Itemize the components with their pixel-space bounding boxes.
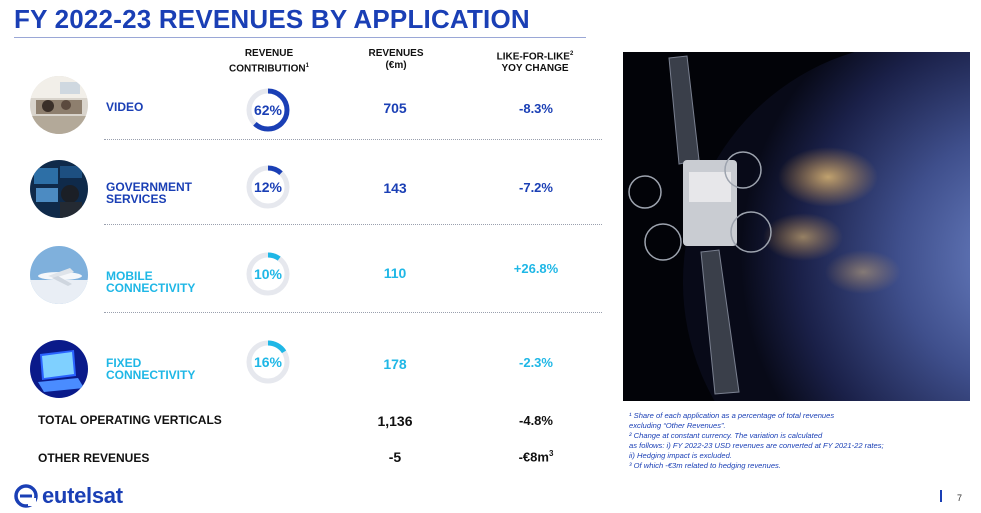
page-number: 7 (957, 493, 963, 503)
column-header-revenues-line1: REVENUES (368, 48, 424, 59)
column-header-revenues: REVENUES (€m) (346, 48, 446, 72)
fixed-revenue: 178 (383, 356, 407, 372)
column-header-lfl-line1: LIKE-FOR-LIKE2 (496, 51, 574, 63)
footnotes: ¹ Share of each application as a percent… (629, 411, 974, 471)
footnote-line: ² Change at constant currency. The varia… (629, 431, 823, 440)
column-header-revenues-unit: (€m) (385, 60, 407, 71)
other-revenue: -5 (388, 449, 402, 465)
mobile-contribution-donut: 10% (244, 250, 292, 298)
row-government-label: GOVERNMENT SERVICES (106, 180, 193, 206)
donut-arc (246, 252, 290, 296)
video-contribution-donut: 62% (244, 86, 292, 134)
government-revenue: 143 (383, 180, 407, 196)
row-fixed-label: FIXED CONNECTIVITY (106, 356, 196, 382)
page-title: FY 2022-23 REVENUES BY APPLICATION (14, 4, 530, 34)
government-contribution-value: 12% (253, 179, 283, 195)
satellite-earth-image (623, 52, 970, 401)
row-divider (104, 139, 602, 140)
government-contribution-donut: 12% (244, 163, 292, 211)
row-divider (104, 312, 602, 313)
total-yoy-change: -4.8% (519, 413, 553, 428)
footnote-line: ³ Of which -€3m related to hedging reven… (629, 461, 781, 470)
column-header-contribution-line1: REVENUE (244, 48, 294, 59)
fixed-contribution-value: 16% (253, 354, 283, 370)
row-divider (104, 224, 602, 225)
column-header-contribution: REVENUE CONTRIBUTION1 (214, 48, 324, 75)
footnote-line: excluding “Other Revenues”. (629, 421, 726, 430)
government-yoy-change: -7.2% (519, 180, 553, 195)
column-header-lfl-line2: YOY CHANGE (501, 63, 569, 75)
video-contribution-value: 62% (253, 102, 283, 118)
total-operating-verticals-label: TOTAL OPERATING VERTICALS (38, 413, 222, 427)
footnote-line: ¹ Share of each application as a percent… (629, 411, 835, 420)
row-video-label: VIDEO (106, 100, 144, 114)
donut-arc (246, 88, 290, 132)
column-header-lfl: LIKE-FOR-LIKE2 YOY CHANGE (480, 48, 590, 75)
airplane-icon (30, 246, 88, 304)
eutelsat-logo: eutelsat (14, 483, 123, 509)
title-underline (14, 37, 586, 38)
mobile-revenue: 110 (383, 265, 407, 281)
donut-arc (246, 165, 290, 209)
video-viewers-icon (30, 76, 88, 134)
mobile-yoy-change: +26.8% (513, 261, 559, 276)
fixed-contribution-donut: 16% (244, 338, 292, 386)
row-mobile-label: MOBILE CONNECTIVITY (106, 269, 196, 295)
total-revenue: 1,136 (377, 413, 413, 429)
eutelsat-wordmark: eutelsat (42, 483, 123, 508)
page-marker (940, 490, 942, 502)
government-operator-icon (30, 160, 88, 218)
donut-arc (246, 340, 290, 384)
other-yoy-change: -€8m3 (518, 449, 554, 465)
other-revenues-label: OTHER REVENUES (38, 451, 150, 465)
video-yoy-change: -8.3% (519, 101, 553, 116)
laptop-connectivity-icon (30, 340, 88, 398)
eutelsat-logo-mark (14, 484, 38, 508)
footnote-line: ii) Hedging impact is excluded. (629, 451, 732, 460)
video-revenue: 705 (383, 100, 407, 116)
footnote-line: as follows: i) FY 2022-23 USD revenues a… (629, 441, 884, 450)
fixed-yoy-change: -2.3% (519, 355, 553, 370)
mobile-contribution-value: 10% (253, 266, 283, 282)
column-header-contribution-line2: CONTRIBUTION1 (228, 63, 309, 75)
